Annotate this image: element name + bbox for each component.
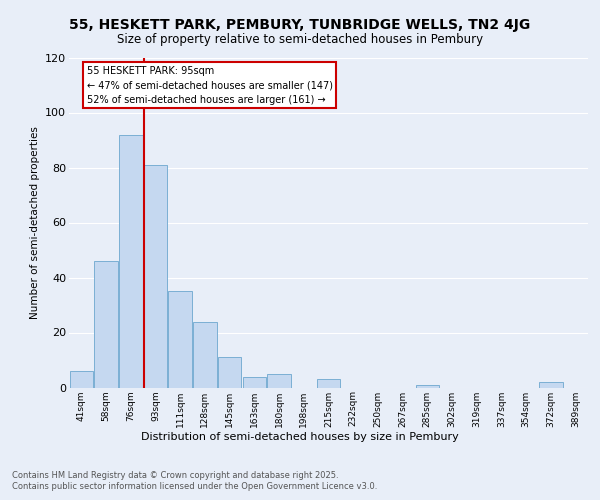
Bar xyxy=(317,379,340,388)
Text: 55 HESKETT PARK: 95sqm
← 47% of semi-detached houses are smaller (147)
52% of se: 55 HESKETT PARK: 95sqm ← 47% of semi-det… xyxy=(87,66,333,104)
Bar xyxy=(144,165,167,388)
Text: Distribution of semi-detached houses by size in Pembury: Distribution of semi-detached houses by … xyxy=(141,432,459,442)
Text: 55, HESKETT PARK, PEMBURY, TUNBRIDGE WELLS, TN2 4JG: 55, HESKETT PARK, PEMBURY, TUNBRIDGE WEL… xyxy=(70,18,530,32)
Y-axis label: Number of semi-detached properties: Number of semi-detached properties xyxy=(29,126,40,319)
Bar xyxy=(218,357,241,388)
Bar xyxy=(268,374,291,388)
Text: Size of property relative to semi-detached houses in Pembury: Size of property relative to semi-detach… xyxy=(117,32,483,46)
Text: Contains HM Land Registry data © Crown copyright and database right 2025.: Contains HM Land Registry data © Crown c… xyxy=(12,471,338,480)
Bar xyxy=(119,134,143,388)
Bar xyxy=(242,376,266,388)
Bar xyxy=(539,382,563,388)
Bar xyxy=(169,291,192,388)
Bar xyxy=(416,385,439,388)
Bar xyxy=(193,322,217,388)
Text: Contains public sector information licensed under the Open Government Licence v3: Contains public sector information licen… xyxy=(12,482,377,491)
Bar xyxy=(94,261,118,388)
Bar xyxy=(70,371,93,388)
